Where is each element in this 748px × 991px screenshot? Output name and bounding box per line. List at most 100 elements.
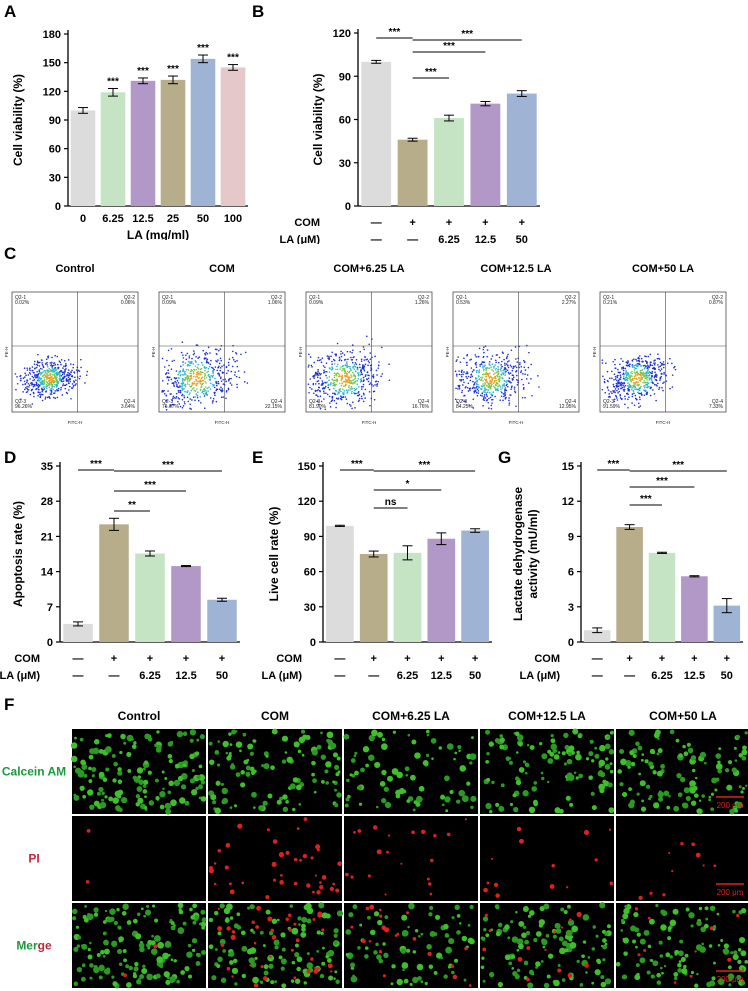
event-dot (192, 396, 195, 399)
event-dot (204, 369, 206, 372)
quadrant-percent: 96.26% (15, 404, 33, 410)
event-dot (215, 382, 218, 384)
event-dot (464, 386, 467, 389)
live-cell (663, 790, 670, 797)
event-dot (363, 359, 365, 361)
event-dot (370, 383, 373, 386)
live-cell (711, 777, 718, 784)
event-dot (603, 381, 606, 384)
live-cell (222, 797, 229, 804)
bar (393, 552, 422, 642)
live-cell (470, 795, 477, 802)
live-cell (418, 934, 421, 938)
event-dot (370, 367, 372, 369)
live-cell (122, 949, 127, 954)
event-dot (343, 367, 346, 370)
live-cell (515, 911, 518, 914)
quadrant-percent: 1.06% (268, 300, 283, 306)
event-dot (339, 375, 341, 377)
live-cell (619, 748, 625, 755)
live-cell (132, 973, 138, 979)
live-cell (582, 914, 590, 921)
live-cell (195, 961, 201, 966)
event-dot (459, 361, 462, 363)
live-cell (703, 923, 709, 929)
event-dot (195, 379, 198, 382)
event-dot (613, 390, 616, 392)
y-tick-label: 90 (339, 71, 351, 83)
event-dot (615, 395, 618, 398)
event-dot (204, 352, 206, 355)
live-cell (547, 953, 554, 959)
event-dot (504, 362, 506, 365)
dead-cell (516, 826, 522, 832)
live-cell (306, 918, 312, 924)
event-dot (29, 393, 32, 396)
live-cell (564, 744, 570, 750)
event-dot (353, 387, 355, 390)
dead-cell (727, 957, 732, 962)
live-cell (434, 914, 441, 920)
live-cell (102, 931, 107, 936)
event-dot (219, 348, 222, 350)
live-cell (485, 729, 491, 735)
event-dot (205, 366, 208, 369)
live-cell (258, 805, 264, 811)
bar (470, 103, 501, 206)
event-dot (36, 388, 38, 390)
event-dot (637, 391, 639, 393)
dead-cell (491, 857, 494, 860)
live-cell (708, 944, 713, 948)
event-dot (360, 378, 363, 380)
dead-cell (220, 943, 225, 947)
live-cell (297, 749, 302, 754)
dead-cell (406, 911, 410, 915)
event-dot (635, 398, 638, 400)
live-cell (669, 955, 673, 959)
event-dot (631, 359, 634, 362)
event-dot (622, 369, 625, 372)
live-cell (516, 734, 524, 741)
live-cell (164, 777, 168, 780)
event-dot (649, 353, 652, 356)
live-cell (732, 953, 739, 961)
y-tick-label: 14 (41, 567, 54, 579)
event-dot (346, 350, 349, 353)
live-cell (93, 800, 100, 807)
event-dot (196, 382, 199, 385)
event-dot (38, 379, 41, 382)
event-dot (356, 394, 359, 397)
dead-cell (609, 881, 614, 886)
event-dot (504, 394, 507, 396)
bracket-label: *** (389, 27, 401, 38)
event-dot (43, 377, 46, 379)
event-dot (475, 387, 477, 389)
event-dot (469, 376, 472, 378)
live-cell (316, 949, 320, 953)
event-dot (369, 404, 371, 407)
event-dot (465, 372, 467, 375)
live-cell (680, 776, 686, 783)
event-dot (491, 394, 493, 397)
condition-cell: — (334, 653, 345, 665)
live-cell (350, 962, 356, 968)
event-dot (616, 379, 618, 382)
event-dot (189, 372, 191, 375)
live-cell (729, 808, 735, 815)
event-dot (60, 380, 63, 382)
event-dot (24, 386, 27, 389)
event-dot (331, 397, 334, 399)
live-cell (598, 783, 606, 791)
live-cell (573, 771, 577, 775)
live-cell (744, 731, 748, 735)
live-cell (691, 768, 696, 773)
flow-y-axis-label: PE-H (445, 347, 450, 358)
event-dot (362, 365, 364, 368)
live-cell (644, 759, 649, 764)
event-dot (500, 374, 503, 376)
live-cell (184, 965, 190, 972)
event-dot (228, 364, 230, 367)
event-dot (323, 369, 325, 372)
event-dot (28, 386, 30, 388)
event-dot (209, 363, 212, 366)
